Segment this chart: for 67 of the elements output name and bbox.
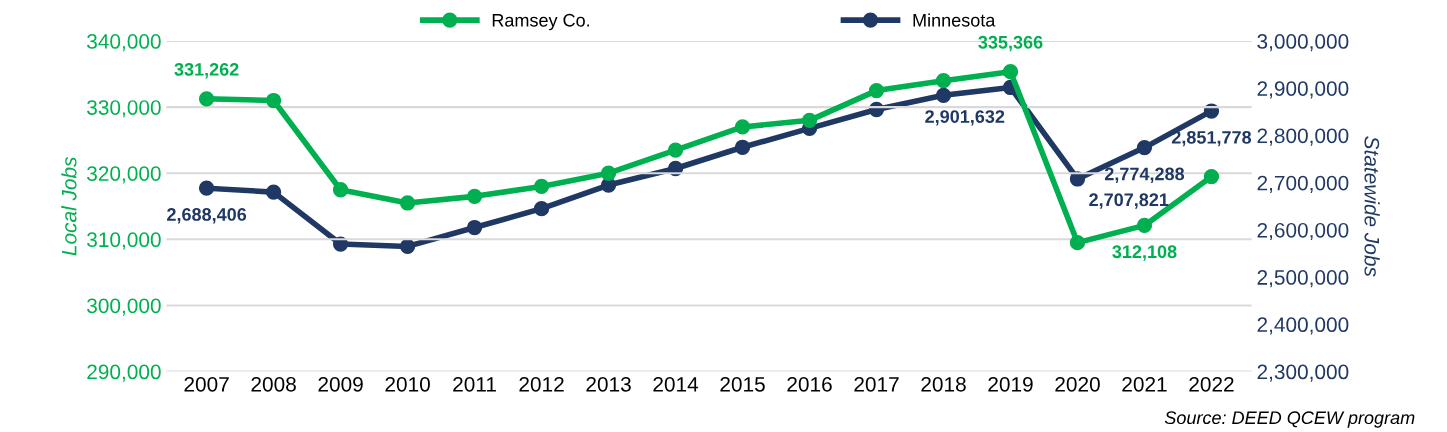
y2-tick-label: 2,500,000 (1257, 270, 1349, 288)
x-tick-label: 2010 (385, 376, 430, 392)
point (734, 139, 751, 155)
y2-tick-label: 2,300,000 (1257, 364, 1349, 382)
point (1136, 217, 1153, 234)
point (734, 119, 751, 135)
point (265, 184, 282, 200)
point (667, 142, 684, 158)
point (801, 112, 818, 128)
y-axis-title: Local Jobs (61, 156, 77, 256)
y-tick-label: 310,000 (87, 232, 161, 250)
point (466, 188, 483, 205)
point (399, 195, 416, 211)
point (265, 92, 282, 109)
point (935, 73, 952, 89)
legend-label: Minnesota (913, 13, 996, 27)
x-tick-label: 2013 (586, 376, 631, 392)
y-tick-label: 330,000 (87, 100, 161, 118)
x-tick-label: 2018 (921, 376, 966, 392)
legend-label: Ramsey Co. (492, 13, 590, 31)
x-tick-label: 2020 (1055, 376, 1100, 392)
point (1069, 234, 1086, 251)
x-tick-label: 2016 (787, 376, 832, 392)
y2-tick-label: 3,000,000 (1257, 34, 1349, 52)
data-label: 312,108 (1112, 245, 1177, 261)
data-label: 2,851,778 (1171, 130, 1252, 147)
y2-axis-title: Statewide Jobs (1364, 136, 1380, 277)
x-tick-label: 2009 (318, 376, 363, 392)
point (198, 180, 215, 196)
y2-tick-label: 2,600,000 (1257, 222, 1349, 241)
data-label: 2,707,821 (1089, 193, 1169, 209)
x-tick-label: 2019 (988, 376, 1033, 392)
point (1203, 168, 1220, 185)
y2-tick-label: 2,700,000 (1257, 175, 1349, 193)
y-tick-label: 320,000 (87, 166, 161, 184)
data-label: 2,774,288 (1104, 167, 1185, 183)
x-tick-label: 2011 (453, 376, 496, 392)
point (198, 91, 215, 107)
x-tick-label: 2014 (653, 376, 699, 392)
point (466, 219, 483, 236)
point (868, 82, 885, 99)
y2-tick-label: 2,900,000 (1257, 81, 1349, 99)
x-tick-label: 2021 (1122, 376, 1167, 392)
point (399, 238, 416, 255)
point (1136, 139, 1153, 156)
x-tick-label: 2022 (1189, 376, 1234, 392)
source-note: Source: DEED QCEW program (1164, 411, 1415, 428)
point (935, 87, 952, 103)
x-tick-label: 2007 (184, 376, 229, 392)
point (332, 182, 349, 198)
data-label: 2,688,406 (167, 208, 247, 224)
point (600, 165, 617, 181)
point (533, 201, 550, 217)
x-tick-label: 2008 (251, 376, 296, 392)
point (1002, 64, 1019, 80)
data-label: 2,901,632 (925, 110, 1005, 126)
x-tick-label: 2012 (519, 376, 564, 392)
data-label: 335,366 (978, 35, 1043, 52)
x-tick-label: 2017 (854, 376, 899, 392)
y-tick-label: 300,000 (87, 298, 161, 316)
y-tick-label: 340,000 (87, 34, 161, 52)
y2-tick-label: 2,800,000 (1257, 128, 1349, 146)
point (533, 178, 550, 195)
y-tick-label: 290,000 (87, 364, 161, 382)
data-label: 331,262 (174, 63, 239, 79)
y2-tick-label: 2,400,000 (1257, 317, 1349, 335)
x-tick-label: 2015 (720, 376, 765, 392)
